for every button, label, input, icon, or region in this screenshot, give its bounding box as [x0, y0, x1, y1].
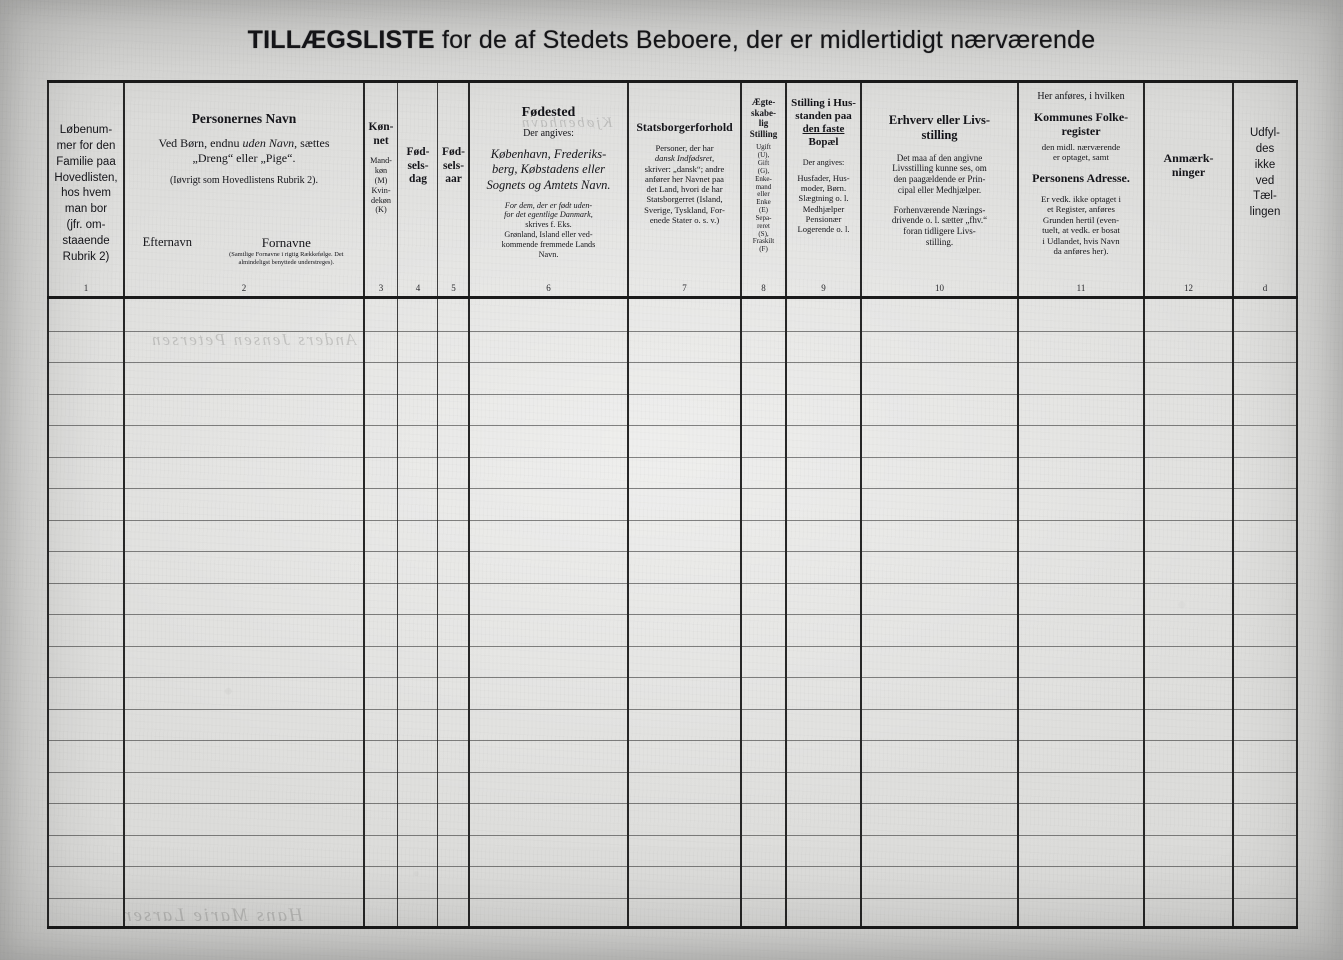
col-rule-3-4: [397, 83, 398, 926]
header-col-12: Anmærk- ninger 12: [1145, 83, 1232, 296]
header-col-1: Løbenum- mer for den Familie paa Hovedli…: [49, 83, 123, 296]
header-col-8: Ægte- skabe- lig Stilling Ugift (U), Gif…: [742, 83, 785, 296]
header-col-7-number: 7: [682, 283, 687, 293]
header-col-2-sub1: Ved Børn, endnu uden Navn, sættes: [158, 135, 330, 150]
col-rule-10-11: [1017, 83, 1019, 926]
col-rule-6-7: [627, 83, 629, 926]
header-col-11-number: 11: [1076, 283, 1086, 293]
header-col-3-number: 3: [378, 283, 384, 293]
header-col-7: Statsborgerforhold Personer, der har dan…: [629, 83, 740, 296]
header-col-9-number: 9: [821, 283, 826, 293]
table-row[interactable]: [47, 551, 1298, 552]
header-col-6-text: Fødested Der angives: København, Frederi…: [486, 105, 611, 259]
header-col-5-text: Fød- sels- aar: [442, 146, 465, 186]
header-col-10: Erhverv eller Livs- stilling Det maa af …: [862, 83, 1017, 296]
header-col-1-text: Løbenum- mer for den Familie paa Hovedli…: [54, 124, 118, 263]
header-col-6: Fødested Der angives: København, Frederi…: [470, 83, 627, 296]
header-col-2-number: 2: [241, 283, 247, 293]
col-rule-2-3: [363, 83, 365, 926]
header-label-fornavne-note: (Samtlige Fornavne i rigtig Rækkefølge. …: [229, 251, 344, 266]
table-row[interactable]: [47, 740, 1298, 741]
header-col-d: Udfyl- des ikke ved Tæl- lingen d: [1234, 83, 1296, 296]
header-col-11: Her anføres, i hvilken Kommunes Folke- r…: [1019, 83, 1143, 296]
header-col-3: Køn- net Mand- køn (M) Kvin- dekøn (K) 3: [365, 83, 397, 296]
header-col-8-number: 8: [761, 283, 766, 293]
header-col-d-text: Udfyl- des ikke ved Tæl- lingen: [1249, 127, 1281, 219]
header-col-12-text: Anmærk- ninger: [1163, 151, 1214, 180]
table-left-edge: [47, 83, 49, 926]
header-label-efternavn: Efternavn: [142, 235, 192, 249]
table-row[interactable]: [47, 708, 1298, 710]
header-col-7-text: Statsborgerforhold Personer, der har dan…: [636, 120, 733, 226]
header-col-2-sub2: „Dreng“ eller „Pige“.: [192, 150, 296, 165]
table-row[interactable]: [47, 677, 1298, 678]
header-col-4-text: Fød- sels- dag: [406, 146, 430, 186]
table-row[interactable]: [47, 582, 1298, 584]
header-col-1-number: 1: [83, 283, 89, 293]
header-col-5-number: 5: [451, 283, 456, 293]
header-col-4-number: 4: [415, 283, 421, 293]
col-rule-12-d: [1232, 83, 1234, 926]
table-row[interactable]: [47, 519, 1298, 521]
page-title-rest: for de af Stedets Beboere, der er midler…: [441, 26, 1096, 54]
table-row[interactable]: [47, 330, 1298, 332]
col-rule-7-8: [740, 83, 742, 926]
header-separator: [47, 296, 1298, 299]
table-right-edge: [1296, 83, 1298, 926]
header-col-12-number: 12: [1184, 283, 1193, 293]
table-row[interactable]: [47, 897, 1298, 899]
header-col-2: Personernes Navn Ved Børn, endnu uden Na…: [125, 83, 363, 296]
table-row[interactable]: [47, 866, 1298, 867]
table-row[interactable]: [47, 645, 1298, 647]
col-rule-9-10: [860, 83, 862, 926]
header-col-2-name-labels: Efternavn Fornavne (Samtlige Fornavne i …: [125, 235, 363, 266]
table-row[interactable]: [47, 425, 1298, 426]
header-col-2-text: Personernes Navn Ved Børn, endnu uden Na…: [125, 111, 363, 187]
header-col-11-text: Her anføres, i hvilken Kommunes Folke- r…: [1032, 91, 1130, 257]
table-row[interactable]: [47, 834, 1298, 836]
census-table: Løbenum- mer for den Familie paa Hovedli…: [47, 80, 1298, 929]
table-row[interactable]: [47, 614, 1298, 615]
page-title: TILLÆGSLISTE for de af Stedets Beboere, …: [0, 26, 1343, 55]
col-rule-1-2: [123, 83, 125, 926]
table-row[interactable]: [47, 456, 1298, 458]
page-title-bold: TILLÆGSLISTE: [247, 26, 435, 54]
col-rule-8-9: [785, 83, 787, 926]
col-rule-5-6: [468, 83, 470, 926]
table-row[interactable]: [47, 488, 1298, 489]
header-col-4: Fød- sels- dag 4: [399, 83, 437, 296]
table-row[interactable]: [47, 362, 1298, 363]
header-col-2-heading: Personernes Navn: [191, 111, 297, 126]
header-label-fornavne: Fornavne: [261, 235, 311, 250]
header-col-d-number: d: [1262, 283, 1268, 293]
header-col-8-text: Ægte- skabe- lig Stilling Ugift (U), Gif…: [749, 97, 778, 254]
table-row[interactable]: [47, 771, 1298, 773]
header-col-9: Stilling i Hus- standen paa den faste Bo…: [787, 83, 860, 296]
header-col-6-number: 6: [546, 283, 551, 293]
col-rule-4-5: [437, 83, 438, 926]
header-col-9-text: Stilling i Hus- standen paa den faste Bo…: [791, 97, 856, 235]
table-row[interactable]: [47, 803, 1298, 804]
table-row[interactable]: [47, 393, 1298, 395]
header-col-2-sub3: (Iøvrigt som Hovedlistens Rubrik 2).: [169, 174, 319, 186]
header-col-10-text: Erhverv eller Livs- stilling Det maa af …: [888, 113, 991, 248]
header-col-3-text: Køn- net Mand- køn (M) Kvin- dekøn (K): [368, 121, 394, 215]
col-rule-11-12: [1143, 83, 1145, 926]
header-col-10-number: 10: [935, 283, 944, 293]
header-col-5: Fød- sels- aar 5: [439, 83, 468, 296]
